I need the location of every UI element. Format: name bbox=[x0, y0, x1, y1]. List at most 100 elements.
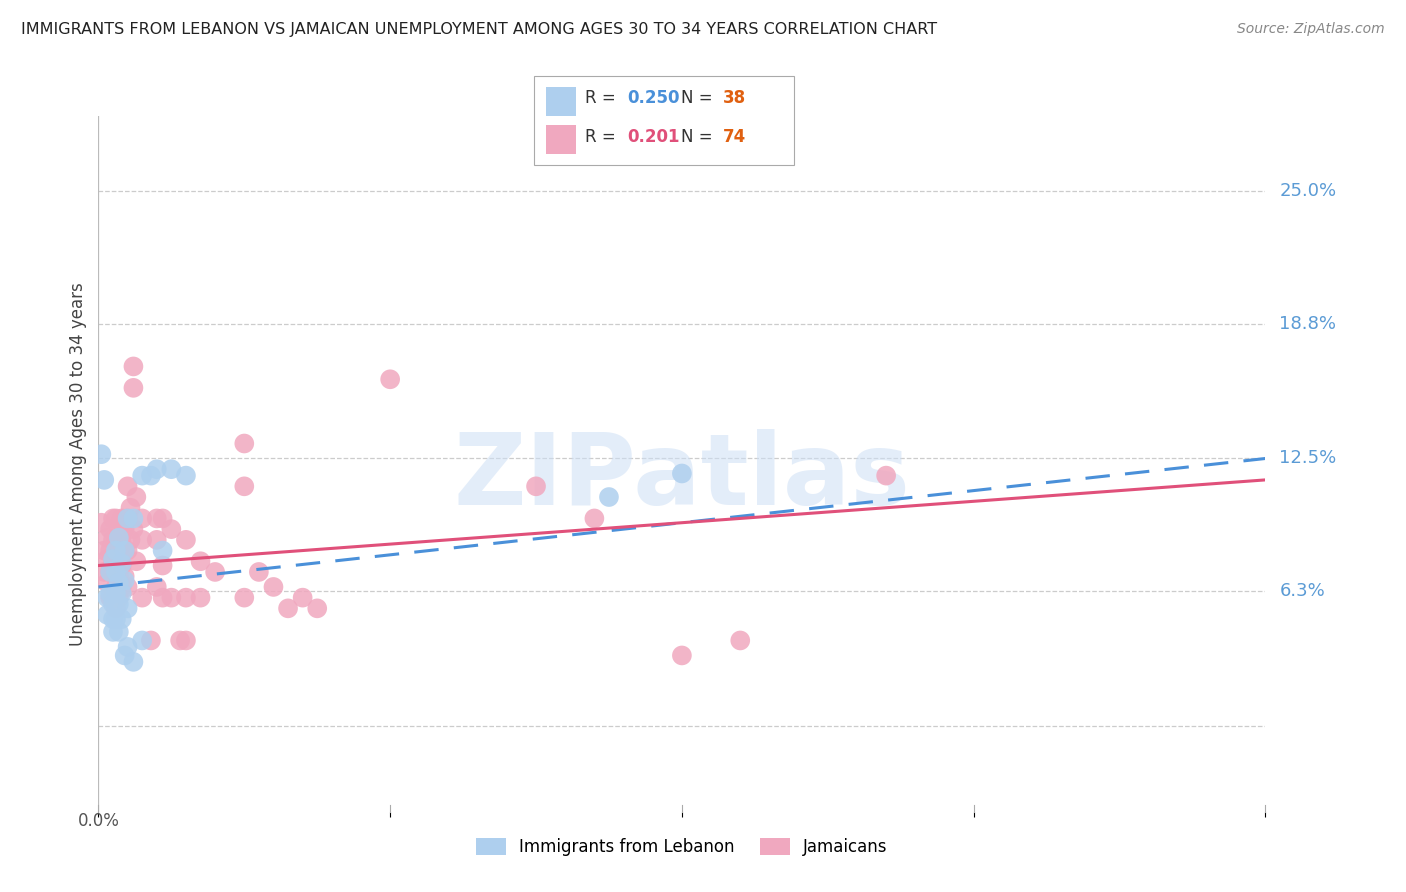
Point bbox=[190, 591, 212, 605]
Point bbox=[114, 648, 136, 663]
Point bbox=[104, 543, 127, 558]
Point bbox=[728, 633, 751, 648]
Text: 0.250: 0.250 bbox=[627, 89, 679, 107]
Point bbox=[114, 543, 136, 558]
Point bbox=[114, 543, 136, 558]
Point bbox=[152, 543, 174, 558]
Point bbox=[131, 468, 153, 483]
Point bbox=[146, 533, 169, 547]
Point bbox=[131, 511, 153, 525]
Point bbox=[111, 612, 134, 626]
Point bbox=[146, 580, 169, 594]
Point bbox=[101, 624, 124, 639]
Point bbox=[598, 490, 620, 504]
Point bbox=[160, 522, 183, 536]
Point bbox=[96, 607, 118, 622]
Point bbox=[101, 552, 124, 566]
Point bbox=[93, 543, 115, 558]
Point bbox=[96, 552, 118, 566]
Point bbox=[104, 612, 127, 626]
Point bbox=[101, 554, 124, 568]
Point bbox=[111, 580, 134, 594]
Point bbox=[108, 597, 131, 611]
Point bbox=[122, 381, 145, 395]
Point bbox=[114, 522, 136, 536]
Text: 12.5%: 12.5% bbox=[1279, 450, 1337, 467]
Point bbox=[122, 655, 145, 669]
Point bbox=[120, 500, 142, 515]
Point bbox=[139, 633, 162, 648]
Text: IMMIGRANTS FROM LEBANON VS JAMAICAN UNEMPLOYMENT AMONG AGES 30 TO 34 YEARS CORRE: IMMIGRANTS FROM LEBANON VS JAMAICAN UNEM… bbox=[21, 22, 938, 37]
Text: 0.0%: 0.0% bbox=[77, 812, 120, 830]
Point bbox=[583, 511, 606, 525]
Point bbox=[146, 462, 169, 476]
Point bbox=[101, 533, 124, 547]
Point bbox=[120, 533, 142, 547]
Point bbox=[101, 597, 124, 611]
Point bbox=[98, 522, 121, 536]
Point bbox=[524, 479, 547, 493]
Point bbox=[104, 580, 127, 594]
Point bbox=[101, 612, 124, 626]
Point bbox=[111, 586, 134, 600]
Point bbox=[104, 511, 127, 525]
Point bbox=[104, 565, 127, 579]
Point bbox=[96, 531, 118, 545]
Point bbox=[114, 574, 136, 588]
Point bbox=[108, 591, 131, 605]
Point bbox=[117, 601, 139, 615]
Point bbox=[104, 533, 127, 547]
Point bbox=[671, 648, 693, 663]
Text: N =: N = bbox=[681, 128, 717, 145]
Point bbox=[111, 511, 134, 525]
Point bbox=[98, 565, 121, 579]
Text: 38: 38 bbox=[723, 89, 745, 107]
Point bbox=[96, 591, 118, 605]
Point bbox=[93, 473, 115, 487]
Point bbox=[101, 591, 124, 605]
Point bbox=[233, 436, 256, 450]
Legend: Immigrants from Lebanon, Jamaicans: Immigrants from Lebanon, Jamaicans bbox=[470, 831, 894, 863]
Point bbox=[98, 543, 121, 558]
Text: R =: R = bbox=[585, 89, 621, 107]
Point bbox=[174, 591, 197, 605]
Point bbox=[152, 591, 174, 605]
Point bbox=[117, 479, 139, 493]
Point bbox=[122, 522, 145, 536]
Point bbox=[104, 586, 127, 600]
Point bbox=[146, 511, 169, 525]
Point bbox=[117, 640, 139, 654]
Point bbox=[93, 565, 115, 579]
Point bbox=[108, 569, 131, 583]
Point bbox=[125, 490, 148, 504]
Point bbox=[117, 511, 139, 525]
Point bbox=[117, 511, 139, 525]
Point bbox=[96, 575, 118, 590]
Point bbox=[262, 580, 284, 594]
Point bbox=[307, 601, 329, 615]
Point bbox=[98, 565, 121, 579]
Point bbox=[108, 522, 131, 536]
Point bbox=[111, 557, 134, 571]
Point bbox=[160, 591, 183, 605]
Point bbox=[247, 565, 270, 579]
Point bbox=[152, 558, 174, 573]
Point bbox=[122, 359, 145, 374]
Point bbox=[90, 447, 112, 461]
Point bbox=[152, 511, 174, 525]
Point bbox=[114, 569, 136, 583]
Point bbox=[101, 511, 124, 525]
Text: 0.201: 0.201 bbox=[627, 128, 679, 145]
Text: 74: 74 bbox=[723, 128, 747, 145]
Point bbox=[108, 543, 131, 558]
Point bbox=[90, 516, 112, 530]
Text: 25.0%: 25.0% bbox=[1279, 182, 1337, 200]
Point bbox=[98, 586, 121, 600]
Point bbox=[117, 543, 139, 558]
Point bbox=[122, 511, 145, 525]
Point bbox=[291, 591, 314, 605]
Point bbox=[98, 591, 121, 605]
Text: ZIPatlas: ZIPatlas bbox=[454, 429, 910, 526]
Point bbox=[169, 633, 191, 648]
Point bbox=[233, 591, 256, 605]
